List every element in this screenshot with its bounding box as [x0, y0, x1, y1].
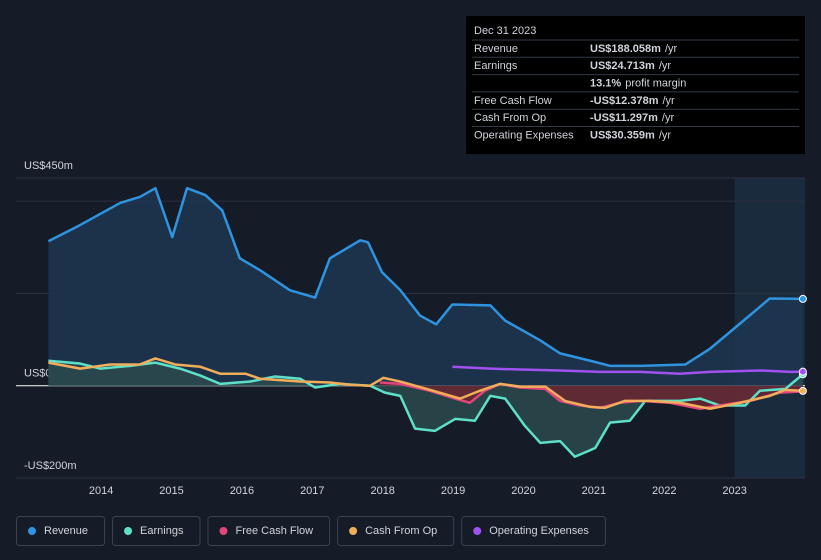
tooltip-label: Revenue [474, 43, 518, 55]
x-tick-label: 2019 [441, 485, 465, 497]
legend-item[interactable]: Free Cash Flow [207, 516, 331, 546]
x-tick-label: 2023 [722, 485, 746, 497]
line [47, 186, 803, 368]
tooltip-value: US$30.359m [590, 129, 655, 141]
x-tick-label: 2018 [370, 485, 394, 497]
legend-dot [28, 527, 36, 535]
legend-box [207, 516, 331, 546]
tooltip-date: Dec 31 2023 [474, 25, 536, 37]
tooltip-suffix: /yr [662, 112, 675, 124]
tooltip-value: US$24.713m [590, 60, 655, 72]
tooltip-suffix: /yr [659, 129, 672, 141]
tooltip-value: -US$11.297m [590, 112, 658, 124]
y-tick-label: -US$200m [24, 460, 77, 472]
line [48, 359, 804, 459]
legend-dot [473, 527, 482, 535]
legend-box [461, 516, 606, 546]
y-tick-label: US$450m [24, 160, 73, 172]
tooltip-box [466, 16, 805, 154]
legend-dot [124, 527, 133, 535]
legend-label: Free Cash Flow [235, 525, 313, 537]
x-tick-label: 2015 [159, 485, 183, 497]
legend-item[interactable]: Operating Expenses [461, 516, 606, 546]
tooltip-suffix: /yr [663, 95, 676, 107]
tooltip-suffix: profit margin [625, 78, 686, 90]
legend-dot [349, 527, 358, 535]
end-dot [798, 367, 807, 376]
tooltip-value: -US$12.378m [590, 95, 659, 107]
tooltip-label: Cash From Op [474, 112, 546, 124]
x-tick-label: 2022 [652, 485, 676, 497]
legend-item[interactable]: Cash From Op [337, 516, 455, 546]
legend-label: Revenue [44, 525, 88, 537]
tooltip-suffix: /yr [659, 60, 672, 72]
x-tick-label: 2021 [582, 485, 606, 497]
legend-item[interactable]: Earnings [112, 516, 201, 546]
tooltip-value: 13.1% [590, 78, 621, 90]
legend-box [112, 516, 201, 546]
area [48, 188, 803, 386]
legend-label: Earnings [140, 525, 184, 537]
tooltip-label: Free Cash Flow [474, 95, 552, 107]
tooltip-value: US$188.058m [590, 43, 661, 55]
legend-label: Cash From Op [365, 525, 437, 537]
legend-dot [219, 527, 228, 535]
line [48, 357, 803, 411]
end-dot [798, 386, 807, 395]
tooltip-label: Operating Expenses [474, 129, 574, 141]
x-tick-label: 2014 [89, 485, 113, 497]
x-tick-label: 2016 [230, 485, 254, 497]
legend-label: Operating Expenses [489, 525, 589, 537]
legend-box [337, 516, 455, 546]
legend-item[interactable]: Revenue [16, 516, 106, 546]
x-tick-label: 2017 [300, 485, 324, 497]
legend-box [16, 516, 106, 546]
line [452, 365, 803, 375]
y-tick-label: US$0 [24, 368, 52, 380]
end-dot [798, 294, 807, 303]
area [48, 360, 803, 457]
tooltip-label: Earnings [474, 60, 518, 72]
tooltip-suffix: /yr [665, 43, 678, 55]
x-tick-label: 2020 [511, 485, 535, 497]
